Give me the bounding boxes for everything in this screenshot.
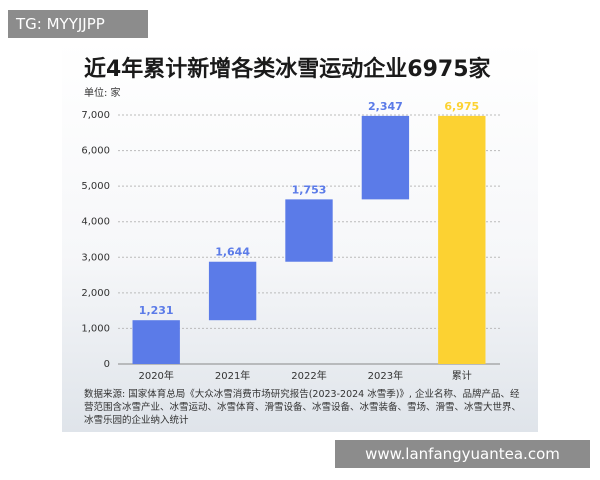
y-tick-label: 4,000 — [81, 217, 110, 228]
y-tick-label: 0 — [104, 359, 110, 370]
source-note: 数据来源: 国家体育总局《大众冰雪消费市场研究报告(2023-2024 冰雪季)… — [84, 389, 522, 426]
bar — [361, 115, 410, 200]
bar — [438, 115, 486, 364]
x-tick-label: 2022年 — [291, 369, 326, 382]
x-tick-label: 累计 — [452, 369, 472, 382]
value-label: 6,975 — [444, 100, 479, 113]
y-tick-label: 1,000 — [81, 323, 110, 334]
value-label: 1,644 — [215, 246, 250, 259]
watermark: www.lanfangyuantea.com — [335, 440, 590, 468]
bar — [132, 320, 180, 364]
value-label: 2,347 — [368, 100, 403, 113]
chart-title: 近4年累计新增各类冰雪运动企业6975家 — [84, 56, 492, 82]
x-tick-label: 2021年 — [215, 369, 250, 382]
y-tick-label: 2,000 — [81, 288, 110, 299]
y-tick-label: 5,000 — [81, 181, 110, 192]
y-tick-label: 7,000 — [81, 110, 110, 121]
unit-label: 单位: 家 — [84, 86, 121, 99]
x-tick-label: 2020年 — [138, 369, 173, 382]
x-tick-label: 2023年 — [368, 369, 403, 382]
y-tick-label: 6,000 — [81, 146, 110, 157]
value-label: 1,231 — [139, 304, 174, 317]
bar — [285, 199, 333, 262]
watermark: TG: MYYJJPP — [8, 10, 148, 38]
bar — [208, 261, 257, 321]
value-label: 1,753 — [292, 183, 327, 196]
y-tick-label: 3,000 — [81, 252, 110, 263]
